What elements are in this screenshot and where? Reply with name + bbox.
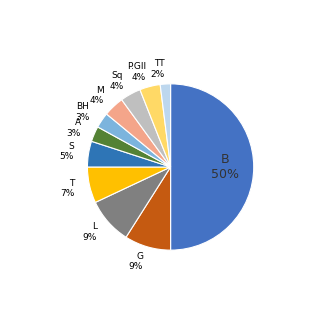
Wedge shape bbox=[126, 167, 171, 250]
Wedge shape bbox=[87, 141, 171, 167]
Wedge shape bbox=[98, 114, 171, 167]
Text: A
3%: A 3% bbox=[66, 118, 80, 138]
Text: S
5%: S 5% bbox=[59, 142, 74, 161]
Text: TT
2%: TT 2% bbox=[150, 59, 164, 79]
Text: G
9%: G 9% bbox=[129, 252, 143, 271]
Wedge shape bbox=[160, 84, 171, 167]
Text: M
4%: M 4% bbox=[89, 86, 103, 105]
Wedge shape bbox=[122, 90, 171, 167]
Wedge shape bbox=[106, 100, 171, 167]
Text: BH
3%: BH 3% bbox=[75, 102, 90, 122]
Text: Sq
4%: Sq 4% bbox=[109, 71, 123, 91]
Wedge shape bbox=[95, 167, 171, 237]
Text: L
9%: L 9% bbox=[83, 222, 97, 241]
Text: B
50%: B 50% bbox=[211, 153, 239, 181]
Text: T
7%: T 7% bbox=[60, 179, 75, 198]
Wedge shape bbox=[87, 167, 171, 202]
Text: P.GII
4%: P.GII 4% bbox=[127, 62, 146, 82]
Wedge shape bbox=[91, 127, 171, 167]
Wedge shape bbox=[140, 85, 171, 167]
Wedge shape bbox=[171, 84, 254, 250]
